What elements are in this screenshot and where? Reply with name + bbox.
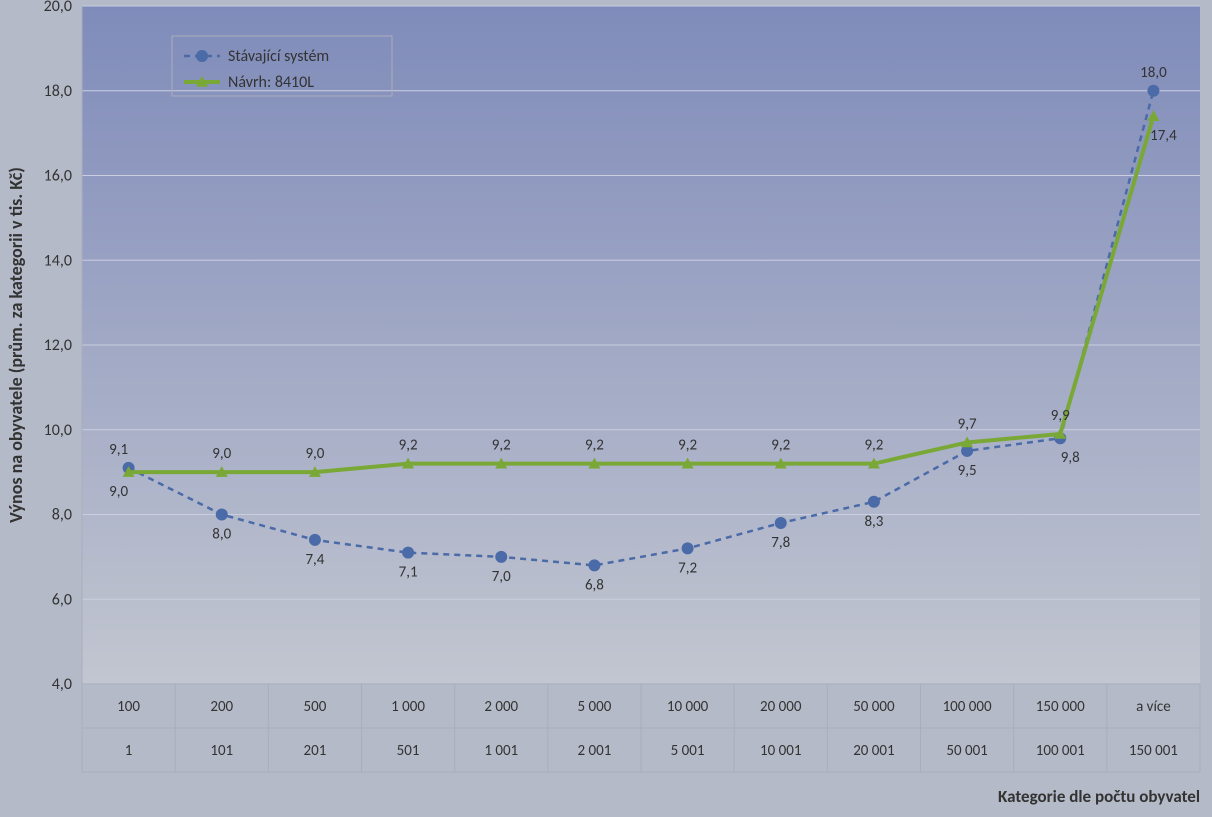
x-category-upper: 20 000 xyxy=(760,698,802,716)
data-label: 9,0 xyxy=(109,483,128,501)
data-label: 9,2 xyxy=(864,437,883,455)
x-category-upper: 200 xyxy=(210,698,233,716)
data-label: 9,2 xyxy=(585,437,604,455)
data-label: 9,0 xyxy=(212,445,231,463)
data-label: 9,5 xyxy=(958,462,977,480)
data-label: 9,2 xyxy=(399,437,418,455)
y-tick-label: 20,0 xyxy=(44,0,72,16)
data-label: 9,8 xyxy=(1061,449,1080,467)
chart-svg: 4,06,08,010,012,014,016,018,020,0Výnos n… xyxy=(0,0,1212,817)
y-tick-label: 12,0 xyxy=(44,336,72,355)
x-category-lower: 1 xyxy=(125,742,133,760)
x-category-lower: 50 001 xyxy=(946,742,987,760)
x-category-lower: 100 001 xyxy=(1036,742,1085,760)
data-label: 9,2 xyxy=(678,437,697,455)
series-marker xyxy=(402,547,414,559)
y-tick-label: 10,0 xyxy=(44,421,72,440)
y-tick-label: 16,0 xyxy=(44,167,72,186)
x-category-lower: 201 xyxy=(304,742,327,760)
x-category-lower: 10 001 xyxy=(760,742,801,760)
data-label: 9,2 xyxy=(492,437,511,455)
x-category-upper: 50 000 xyxy=(853,698,895,716)
x-category-lower: 501 xyxy=(397,742,420,760)
x-category-upper: 150 000 xyxy=(1036,698,1085,716)
series-marker xyxy=(682,542,694,554)
series-marker xyxy=(588,559,600,571)
y-tick-label: 18,0 xyxy=(44,82,72,101)
y-axis-title: Výnos na obyvatele (prům. za kategorii v… xyxy=(5,167,27,523)
data-label: 6,8 xyxy=(585,576,604,594)
x-category-upper: 10 000 xyxy=(667,698,709,716)
legend-marker xyxy=(196,50,208,62)
data-label: 7,4 xyxy=(305,551,324,569)
legend-label: Stávající systém xyxy=(228,47,329,66)
x-category-upper: a více xyxy=(1136,698,1171,716)
series-marker xyxy=(216,509,228,521)
series-marker xyxy=(309,534,321,546)
x-category-upper: 500 xyxy=(304,698,327,716)
y-tick-label: 6,0 xyxy=(52,590,72,609)
x-category-upper: 100 000 xyxy=(943,698,992,716)
y-tick-label: 8,0 xyxy=(52,506,72,525)
y-tick-label: 4,0 xyxy=(52,675,72,694)
data-label: 9,0 xyxy=(305,445,324,463)
data-label: 18,0 xyxy=(1140,64,1167,82)
legend-label: Návrh: 8410L xyxy=(228,73,314,92)
data-label: 7,0 xyxy=(492,568,511,586)
data-label: 9,2 xyxy=(771,437,790,455)
x-category-lower: 20 001 xyxy=(853,742,894,760)
x-category-lower: 150 001 xyxy=(1129,742,1178,760)
x-category-lower: 5 001 xyxy=(671,742,705,760)
x-category-upper: 100 xyxy=(117,698,140,716)
series-marker xyxy=(868,496,880,508)
chart-container: 4,06,08,010,012,014,016,018,020,0Výnos n… xyxy=(0,0,1212,817)
x-category-lower: 101 xyxy=(210,742,233,760)
x-category-upper: 2 000 xyxy=(484,698,518,716)
x-category-lower: 1 001 xyxy=(484,742,518,760)
data-label: 8,3 xyxy=(864,513,883,531)
x-axis-title: Kategorie dle počtu obyvatel xyxy=(998,786,1200,807)
data-label: 7,1 xyxy=(399,564,418,582)
x-category-lower: 2 001 xyxy=(578,742,612,760)
data-label: 7,8 xyxy=(771,534,790,552)
series-marker xyxy=(775,517,787,529)
data-label: 17,4 xyxy=(1150,127,1177,145)
series-marker xyxy=(1147,85,1159,97)
data-label: 7,2 xyxy=(678,559,697,577)
data-label: 9,9 xyxy=(1051,407,1070,425)
x-category-upper: 5 000 xyxy=(578,698,612,716)
data-label: 8,0 xyxy=(212,526,231,544)
data-label: 9,1 xyxy=(109,441,128,459)
y-tick-label: 14,0 xyxy=(44,251,72,270)
data-label: 9,7 xyxy=(958,415,977,433)
x-category-upper: 1 000 xyxy=(391,698,425,716)
series-marker xyxy=(495,551,507,563)
